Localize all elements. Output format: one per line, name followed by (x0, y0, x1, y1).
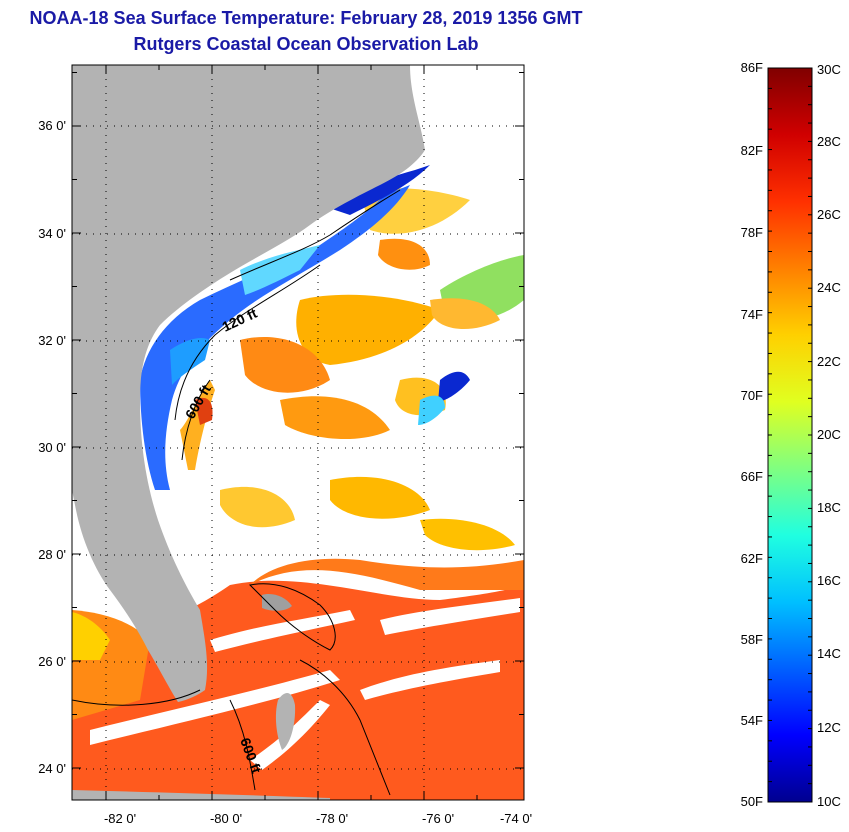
colorbar-label-c: 16C (817, 573, 841, 588)
colorbar-label-c: 12C (817, 720, 841, 735)
isobath-contour (229, 699, 256, 791)
map-plot-area: 120 ft 600 ft 600 ft (72, 65, 524, 800)
colorbar-label-c: 18C (817, 500, 841, 515)
map-subtitle: Rutgers Coastal Ocean Observation Lab (133, 34, 479, 54)
isobath-contour (229, 189, 401, 281)
lat-label: 24 0' (38, 761, 66, 776)
lat-label: 34 0' (38, 226, 66, 241)
colorbar-label-f: 74F (741, 307, 763, 322)
colorbar-label-f: 70F (741, 388, 763, 403)
sst-patch (430, 298, 500, 330)
sst-patch (240, 336, 330, 393)
lon-label: -74 0' (500, 811, 532, 826)
cloud-streak (380, 598, 520, 635)
latitude-labels: 36 0' 34 0' 32 0' 30 0' 28 0' 26 0' 24 0… (38, 118, 66, 776)
sst-patch (330, 476, 430, 519)
colorbar-label-c: 14C (817, 646, 841, 661)
lon-label: -76 0' (422, 811, 454, 826)
colorbar-label-f: 58F (741, 632, 763, 647)
colorbar-label-f: 66F (741, 469, 763, 484)
lon-label: -78 0' (316, 811, 348, 826)
sst-patch (420, 518, 515, 551)
gulf-cool-edge (72, 612, 110, 660)
colorbar-label-c: 30C (817, 62, 841, 77)
cold-shelf-water (170, 338, 210, 385)
colorbar-label-f: 54F (741, 713, 763, 728)
map-frame (71, 64, 525, 801)
colorbar-label-f: 78F (741, 225, 763, 240)
cloud-streak (210, 610, 355, 652)
colorbar-label-c: 20C (817, 427, 841, 442)
lat-label: 26 0' (38, 654, 66, 669)
isobath-contour (299, 659, 391, 796)
sst-patch (220, 486, 295, 528)
colorbar-label-c: 10C (817, 794, 841, 809)
longitude-labels: -82 0' -80 0' -78 0' -76 0' -74 0' (104, 811, 532, 826)
colorbar-label-f: 50F (741, 794, 763, 809)
lat-label: 32 0' (38, 333, 66, 348)
colorbar-label-c: 24C (817, 280, 841, 295)
frame-ticks (72, 65, 524, 800)
land-bahamas (262, 594, 292, 611)
sst-patch (296, 294, 440, 365)
cloud-streak (360, 660, 500, 700)
colorbar-label-f: 62F (741, 551, 763, 566)
sst-patch (195, 397, 213, 425)
lat-label: 28 0' (38, 547, 66, 562)
lat-label: 36 0' (38, 118, 66, 133)
isobath-contour (174, 264, 321, 421)
lat-label: 30 0' (38, 440, 66, 455)
isobath-contour (248, 583, 336, 651)
cold-shelf-water (140, 185, 410, 490)
cold-shelf-water (320, 165, 430, 215)
colorbar: 86F 82F 78F 74F 70F 66F 62F 58F 54F 50F … (741, 60, 841, 809)
cloud-streak (90, 670, 340, 745)
map-title: NOAA-18 Sea Surface Temperature: Februar… (29, 8, 583, 28)
cold-shelf-water (438, 371, 470, 402)
isobath-contour (181, 379, 211, 461)
colorbar-label-f: 86F (741, 60, 763, 75)
colorbar-label-f: 82F (741, 143, 763, 158)
colorbar-label-c: 22C (817, 354, 841, 369)
lon-label: -80 0' (210, 811, 242, 826)
isobath-contour (72, 689, 201, 706)
land-southeast-us (72, 65, 425, 702)
cold-shelf-water (240, 245, 320, 295)
colorbar-ticks (768, 67, 812, 803)
sst-patch (378, 238, 430, 270)
colorbar-label-c: 28C (817, 134, 841, 149)
colorbar-label-c: 26C (817, 207, 841, 222)
land-bahamas (275, 693, 296, 750)
cold-shelf-water (418, 395, 445, 425)
colorbar-bar (767, 67, 813, 803)
warm-water-region-2 (250, 558, 524, 590)
sst-patch (280, 396, 390, 440)
lon-label: -82 0' (104, 811, 136, 826)
